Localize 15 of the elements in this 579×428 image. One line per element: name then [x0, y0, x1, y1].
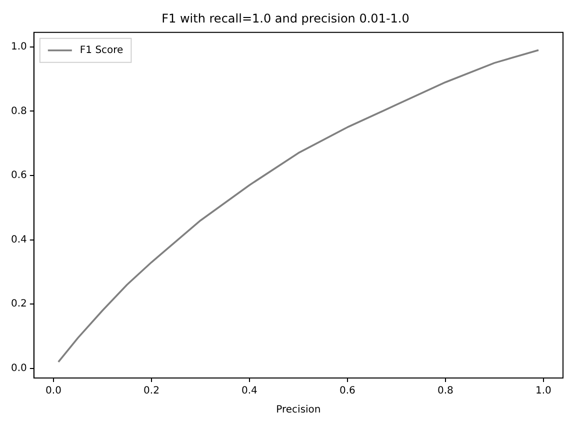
- x-axis-title: Precision: [276, 404, 321, 416]
- x-tick-label: 1.0: [535, 386, 552, 397]
- x-tick-label: 0.8: [437, 386, 454, 397]
- x-tick-label: 0.6: [339, 386, 356, 397]
- x-tick-label: 0.2: [144, 386, 160, 397]
- y-tick-label: 0.6: [10, 170, 27, 182]
- legend-label: F1 Score: [80, 44, 124, 56]
- chart-title: F1 with recall=1.0 and precision 0.01-1.0: [162, 11, 410, 26]
- y-tick-label: 0.8: [10, 106, 27, 117]
- y-tick-label: 0.2: [10, 298, 27, 310]
- y-tick-label: 0.4: [10, 234, 27, 246]
- x-tick-label: 0.0: [46, 386, 62, 397]
- y-tick-label: 0.0: [10, 362, 27, 374]
- x-tick-label: 0.4: [242, 386, 258, 397]
- y-tick-label: 1.0: [10, 41, 27, 52]
